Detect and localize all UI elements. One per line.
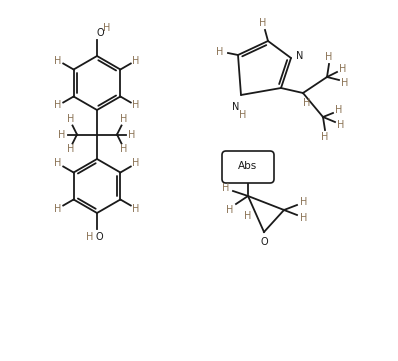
Text: H: H [55,100,62,110]
Text: H: H [321,132,329,142]
Text: H: H [239,110,247,120]
Text: H: H [132,204,140,213]
Text: H: H [341,78,349,88]
Text: H: H [339,64,347,74]
Text: H: H [55,158,62,169]
Text: H: H [335,105,343,115]
Text: H: H [259,18,267,28]
Text: H: H [128,130,136,139]
Text: H: H [67,144,74,155]
Text: H: H [226,205,234,215]
Text: H: H [338,120,345,130]
Text: O: O [260,237,268,247]
FancyBboxPatch shape [222,151,274,183]
Text: H: H [325,52,333,62]
Text: H: H [120,114,127,125]
Text: H: H [244,211,252,221]
Text: O: O [95,232,103,242]
Text: H: H [216,47,224,57]
Text: H: H [300,197,308,207]
Text: H: H [59,130,66,139]
Text: H: H [55,56,62,65]
Text: H: H [86,232,94,242]
Text: O: O [96,28,104,38]
Text: H: H [67,114,74,125]
Text: Abs: Abs [238,161,258,171]
Text: H: H [103,23,111,33]
Text: H: H [132,158,140,169]
Text: H: H [120,144,127,155]
Text: H: H [222,183,230,193]
Text: H: H [132,56,140,65]
Text: N: N [232,102,240,112]
Text: H: H [300,213,308,223]
Text: H: H [303,98,311,108]
Text: N: N [297,51,304,61]
Text: H: H [132,100,140,110]
Text: H: H [55,204,62,213]
